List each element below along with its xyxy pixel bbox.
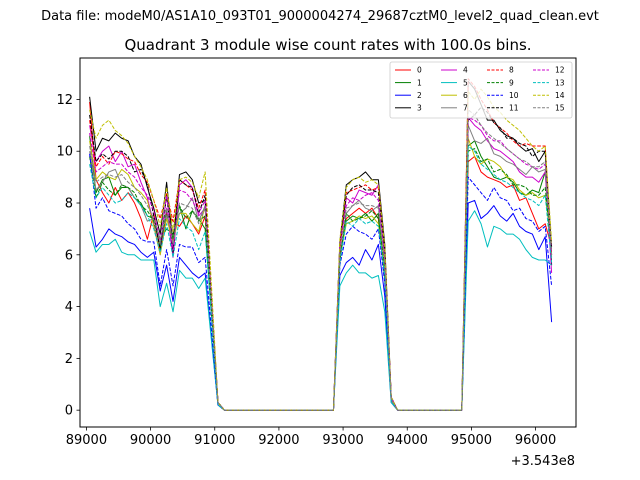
x-tick-label: 91000: [194, 433, 235, 448]
series-line-10: [89, 153, 553, 411]
chart-title: Quadrant 3 module wise count rates with …: [124, 36, 531, 54]
series-line-12: [89, 117, 553, 411]
legend-label-7: 7: [463, 104, 468, 113]
x-axis: 89000 90000 91000 92000 93000 94000 95000 96000: [66, 427, 556, 448]
legend-label-5: 5: [463, 78, 468, 87]
legend-label-6: 6: [463, 91, 468, 100]
x-offset-label: +3.543e8: [511, 454, 575, 469]
x-tick-label: 92000: [258, 433, 299, 448]
x-tick-label: 90000: [130, 433, 171, 448]
x-tick-label: 95000: [451, 433, 492, 448]
y-tick-label: 4: [65, 300, 73, 315]
y-tick-label: 8: [65, 197, 73, 212]
legend-label-12: 12: [555, 66, 565, 75]
y-tick-label: 6: [65, 248, 73, 263]
y-axis: 0 2 4 6 8 10 12: [56, 93, 80, 419]
series-line-15: [89, 109, 553, 411]
legend-label-4: 4: [463, 66, 468, 75]
series-layer: [89, 78, 553, 411]
x-tick-label: 94000: [387, 433, 428, 448]
y-tick-label: 10: [56, 145, 73, 160]
legend-box: [389, 61, 573, 119]
legend-label-1: 1: [417, 78, 422, 87]
figure-suptitle: Data file: modeM0/AS1A10_093T01_90000042…: [41, 9, 599, 24]
y-tick-label: 2: [65, 352, 73, 367]
series-line-11: [89, 106, 553, 411]
legend-label-13: 13: [555, 78, 565, 87]
legend-label-8: 8: [509, 66, 514, 75]
legend-label-9: 9: [509, 78, 514, 87]
legend-label-0: 0: [417, 66, 422, 75]
legend-label-10: 10: [509, 91, 519, 100]
x-tick-label: 93000: [322, 433, 363, 448]
series-line-1: [89, 135, 553, 411]
legend-label-11: 11: [509, 104, 519, 113]
x-tick-label: 89000: [66, 433, 107, 448]
x-tick-label: 96000: [515, 433, 556, 448]
series-line-0: [89, 101, 553, 411]
legend-label-15: 15: [555, 104, 565, 113]
y-tick-label: 12: [56, 93, 73, 108]
legend-label-3: 3: [417, 104, 422, 113]
legend-label-2: 2: [417, 91, 422, 100]
series-line-2: [89, 199, 553, 411]
plot-frame: [79, 57, 577, 428]
y-tick-label: 0: [65, 404, 73, 419]
series-line-7: [89, 124, 553, 411]
legend-label-14: 14: [555, 91, 565, 100]
